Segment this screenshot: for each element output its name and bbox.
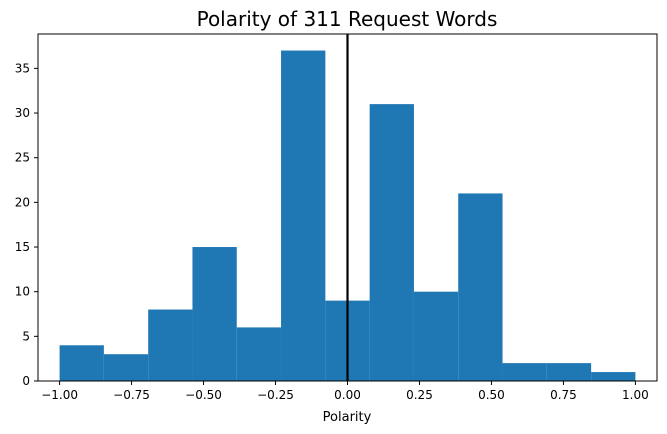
histogram-bar [546, 363, 592, 381]
x-tick-label: −0.25 [257, 388, 294, 402]
y-tick-label: 10 [15, 285, 30, 299]
y-tick-label: 30 [15, 106, 30, 120]
histogram-bar [458, 193, 503, 381]
chart-title: Polarity of 311 Request Words [197, 7, 498, 31]
histogram-bar [281, 50, 326, 382]
y-axis-ticks: 0 5 10 15 20 25 30 35 [15, 61, 38, 388]
x-tick-label: 1.00 [622, 388, 649, 402]
x-tick-label: −1.00 [41, 388, 78, 402]
histogram-bar [148, 309, 193, 381]
x-tick-label: 0.75 [550, 388, 577, 402]
histogram-bars [59, 50, 636, 382]
y-tick-label: 35 [15, 61, 30, 75]
histogram-bar [413, 291, 459, 381]
histogram-bar [502, 363, 547, 381]
histogram-bar [236, 327, 282, 381]
y-tick-label: 5 [22, 329, 30, 343]
histogram-bar [369, 104, 414, 382]
x-tick-label: 0.25 [406, 388, 433, 402]
x-tick-label: 0.50 [478, 388, 505, 402]
x-axis-label: Polarity [323, 410, 372, 425]
y-tick-label: 15 [15, 240, 30, 254]
histogram-bar [591, 372, 636, 381]
histogram-bar [192, 247, 237, 381]
x-tick-label: −0.50 [185, 388, 222, 402]
x-tick-label: −0.75 [113, 388, 150, 402]
histogram-bar [59, 345, 104, 381]
histogram-bar [103, 354, 149, 381]
y-tick-label: 0 [22, 374, 30, 388]
y-tick-label: 25 [15, 151, 30, 165]
x-tick-label: 0.00 [334, 388, 361, 402]
y-tick-label: 20 [15, 195, 30, 209]
x-axis-ticks: −1.00 −0.75 −0.50 −0.25 0.00 0.25 0.50 0.75 1.00 [41, 381, 649, 402]
